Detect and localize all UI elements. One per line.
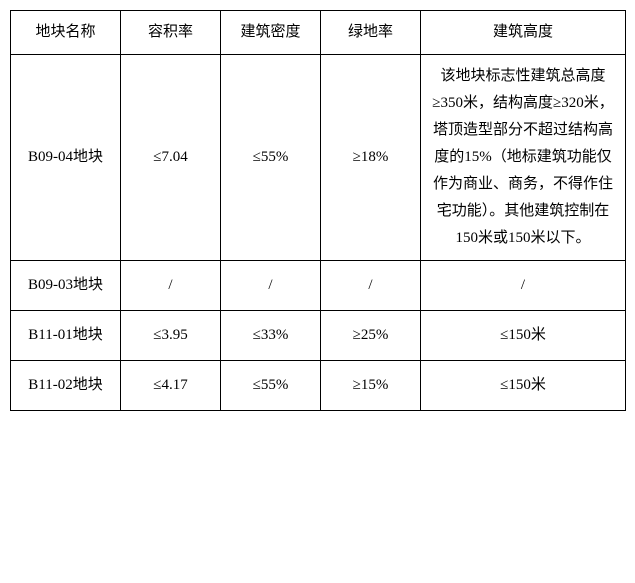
cell-green: ≥18% [321,55,421,261]
cell-height: 该地块标志性建筑总高度≥350米，结构高度≥320米，塔顶造型部分不超过结构高度… [421,55,626,261]
cell-green: / [321,261,421,311]
cell-name: B09-04地块 [11,55,121,261]
cell-green: ≥25% [321,311,421,361]
cell-height: ≤150米 [421,311,626,361]
table-row: B11-01地块 ≤3.95 ≤33% ≥25% ≤150米 [11,311,626,361]
cell-height: / [421,261,626,311]
table-row: B09-03地块 / / / / [11,261,626,311]
cell-density: ≤55% [221,55,321,261]
cell-far: ≤7.04 [121,55,221,261]
col-header-far: 容积率 [121,11,221,55]
col-header-height: 建筑高度 [421,11,626,55]
cell-name: B11-02地块 [11,361,121,411]
col-header-density: 建筑密度 [221,11,321,55]
col-header-green: 绿地率 [321,11,421,55]
cell-density: / [221,261,321,311]
land-parcel-table: 地块名称 容积率 建筑密度 绿地率 建筑高度 B09-04地块 ≤7.04 ≤5… [10,10,626,411]
cell-height: ≤150米 [421,361,626,411]
cell-far: / [121,261,221,311]
col-header-name: 地块名称 [11,11,121,55]
table-row: B09-04地块 ≤7.04 ≤55% ≥18% 该地块标志性建筑总高度≥350… [11,55,626,261]
cell-green: ≥15% [321,361,421,411]
cell-far: ≤3.95 [121,311,221,361]
cell-name: B11-01地块 [11,311,121,361]
cell-density: ≤55% [221,361,321,411]
cell-name: B09-03地块 [11,261,121,311]
cell-far: ≤4.17 [121,361,221,411]
table-header-row: 地块名称 容积率 建筑密度 绿地率 建筑高度 [11,11,626,55]
cell-density: ≤33% [221,311,321,361]
table-row: B11-02地块 ≤4.17 ≤55% ≥15% ≤150米 [11,361,626,411]
